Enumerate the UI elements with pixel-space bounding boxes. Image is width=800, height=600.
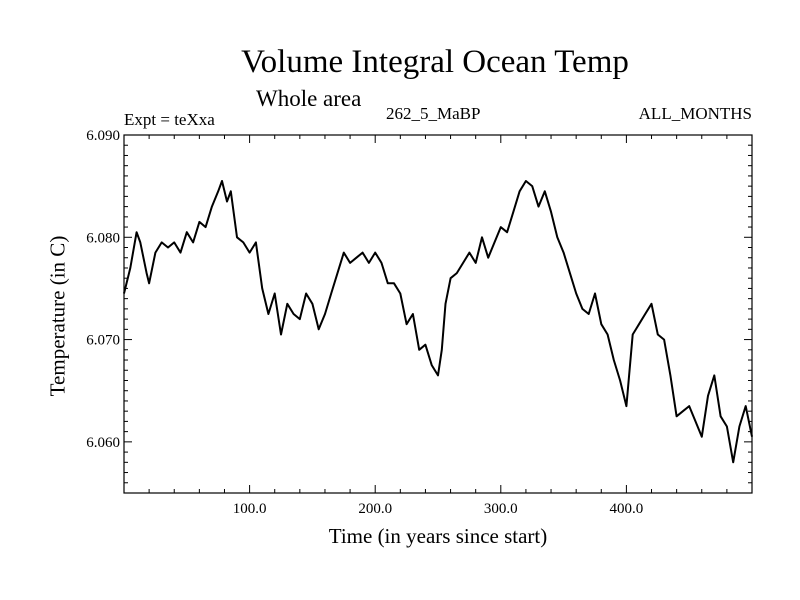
x-axis-label: Time (in years since start) xyxy=(328,524,548,548)
y-tick-label: 6.070 xyxy=(86,333,120,349)
y-tick-label: 6.080 xyxy=(86,230,120,246)
experiment-annotation: Expt = teXxa xyxy=(124,110,215,129)
run-annotation: 262_5_MaBP xyxy=(386,104,481,123)
plot-frame xyxy=(123,134,753,494)
y-tick-label: 6.090 xyxy=(86,128,120,144)
x-tick-label: 400.0 xyxy=(610,501,644,517)
series-line xyxy=(123,180,753,464)
y-tick-label: 6.060 xyxy=(86,435,120,451)
x-tick-label: 200.0 xyxy=(358,501,392,517)
months-annotation: ALL_MONTHS xyxy=(638,104,752,123)
x-tick-label: 300.0 xyxy=(484,501,518,517)
chart-title: Volume Integral Ocean Temp xyxy=(241,44,629,80)
x-tick-label: 100.0 xyxy=(233,501,267,517)
chart-subtitle: Whole area xyxy=(256,86,362,111)
